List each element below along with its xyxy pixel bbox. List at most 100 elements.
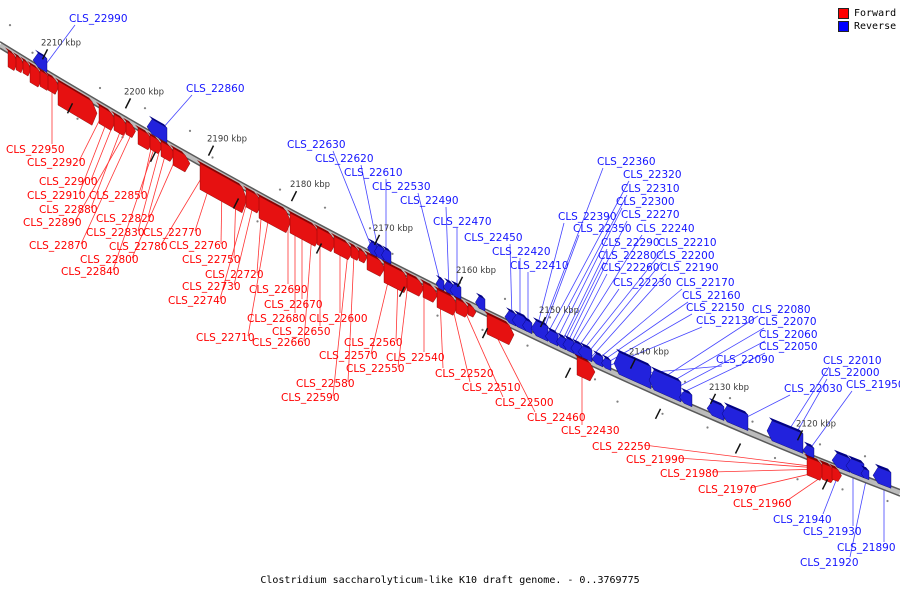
gene-label[interactable]: CLS_22410 <box>510 260 569 272</box>
gene-reverse[interactable] <box>475 295 486 312</box>
gene-label[interactable]: CLS_22840 <box>61 266 120 278</box>
gene-label[interactable]: CLS_22550 <box>346 363 405 375</box>
gene-reverse[interactable] <box>678 391 693 408</box>
gene-label[interactable]: CLS_22590 <box>281 392 340 404</box>
gene-label[interactable]: CLS_22910 <box>27 190 86 202</box>
gene-label[interactable]: CLS_22990 <box>69 13 128 25</box>
gene-label[interactable]: CLS_22200 <box>656 250 715 262</box>
gene-label[interactable]: CLS_22950 <box>6 144 65 156</box>
gene-label[interactable]: CLS_21980 <box>660 468 719 480</box>
gene-label[interactable]: CLS_22420 <box>492 246 551 258</box>
gene-forward[interactable] <box>149 134 164 154</box>
gene-forward[interactable] <box>199 163 248 214</box>
gene-label[interactable]: CLS_22820 <box>96 213 155 225</box>
gene-label[interactable]: CLS_22240 <box>636 223 695 235</box>
gene-label[interactable]: CLS_22720 <box>205 269 264 281</box>
gene-forward[interactable] <box>47 74 60 95</box>
gene-label[interactable]: CLS_22570 <box>319 350 378 362</box>
gene-label[interactable]: CLS_22800 <box>80 254 139 266</box>
gene-label[interactable]: CLS_22870 <box>29 240 88 252</box>
gene-label[interactable]: CLS_22520 <box>435 368 494 380</box>
gene-label[interactable]: CLS_21960 <box>733 498 792 510</box>
gene-label[interactable]: CLS_22320 <box>623 169 682 181</box>
gene-label[interactable]: CLS_22290 <box>601 237 660 249</box>
gene-forward[interactable] <box>333 236 354 261</box>
gene-reverse[interactable] <box>872 467 892 489</box>
gene-label[interactable]: CLS_21930 <box>803 526 862 538</box>
gene-forward[interactable] <box>383 262 410 293</box>
gene-label[interactable]: CLS_22770 <box>143 227 202 239</box>
gene-label[interactable]: CLS_22620 <box>315 153 374 165</box>
gene-label[interactable]: CLS_22430 <box>561 425 620 437</box>
gene-label[interactable]: CLS_22670 <box>264 299 323 311</box>
gene-label[interactable]: CLS_22460 <box>527 412 586 424</box>
gene-label[interactable]: CLS_22780 <box>109 241 168 253</box>
gene-forward[interactable] <box>576 356 596 382</box>
gene-forward[interactable] <box>467 304 477 318</box>
gene-label[interactable]: CLS_22000 <box>821 367 880 379</box>
gene-forward[interactable] <box>125 120 136 138</box>
gene-forward[interactable] <box>160 141 176 162</box>
gene-reverse[interactable] <box>381 248 392 265</box>
gene-forward[interactable] <box>366 253 386 277</box>
gene-label[interactable]: CLS_21970 <box>698 484 757 496</box>
gene-label[interactable]: CLS_22270 <box>621 209 680 221</box>
gene-label[interactable]: CLS_22470 <box>433 216 492 228</box>
gene-label[interactable]: CLS_22500 <box>495 397 554 409</box>
gene-forward[interactable] <box>831 466 842 482</box>
gene-reverse[interactable] <box>601 357 612 371</box>
gene-label[interactable]: CLS_22830 <box>86 227 145 239</box>
gene-label[interactable]: CLS_22300 <box>616 196 675 208</box>
gene-forward[interactable] <box>358 249 368 264</box>
gene-label[interactable]: CLS_22390 <box>558 211 617 223</box>
gene-label[interactable]: CLS_22250 <box>592 441 651 453</box>
gene-label[interactable]: CLS_22890 <box>23 217 82 229</box>
gene-forward[interactable] <box>316 227 337 253</box>
gene-reverse[interactable] <box>766 420 804 454</box>
gene-forward[interactable] <box>15 55 25 74</box>
gene-label[interactable]: CLS_22560 <box>344 337 403 349</box>
gene-label[interactable]: CLS_22530 <box>372 181 431 193</box>
gene-label[interactable]: CLS_22010 <box>823 355 882 367</box>
gene-label[interactable]: CLS_22170 <box>676 277 735 289</box>
gene-label[interactable]: CLS_22610 <box>344 167 403 179</box>
gene-label[interactable]: CLS_22360 <box>597 156 656 168</box>
gene-label[interactable]: CLS_22920 <box>27 157 86 169</box>
gene-forward[interactable] <box>98 105 117 131</box>
gene-label[interactable]: CLS_22280 <box>598 250 657 262</box>
gene-label[interactable]: CLS_22850 <box>89 190 148 202</box>
gene-label[interactable]: CLS_22630 <box>287 139 346 151</box>
gene-label[interactable]: CLS_22730 <box>182 281 241 293</box>
gene-label[interactable]: CLS_22190 <box>660 262 719 274</box>
gene-label[interactable]: CLS_22860 <box>186 83 245 95</box>
gene-label[interactable]: CLS_21890 <box>837 542 896 554</box>
gene-forward[interactable] <box>22 59 32 77</box>
gene-label[interactable]: CLS_22740 <box>168 295 227 307</box>
gene-label[interactable]: CLS_22580 <box>296 378 355 390</box>
gene-label[interactable]: CLS_22650 <box>272 326 331 338</box>
gene-reverse[interactable] <box>860 468 870 481</box>
gene-forward[interactable] <box>113 113 129 136</box>
gene-label[interactable]: CLS_22060 <box>759 329 818 341</box>
gene-label[interactable]: CLS_22450 <box>464 232 523 244</box>
gene-label[interactable]: CLS_22600 <box>309 313 368 325</box>
gene-label[interactable]: CLS_22080 <box>752 304 811 316</box>
gene-label[interactable]: CLS_22690 <box>249 284 308 296</box>
gene-label[interactable]: CLS_22540 <box>386 352 445 364</box>
gene-reverse[interactable] <box>577 345 593 363</box>
gene-label[interactable]: CLS_22230 <box>613 277 672 289</box>
gene-label[interactable]: CLS_22030 <box>784 383 843 395</box>
gene-reverse[interactable] <box>648 369 682 403</box>
gene-label[interactable]: CLS_22680 <box>247 313 306 325</box>
gene-reverse[interactable] <box>449 283 462 300</box>
gene-label[interactable]: CLS_22900 <box>39 176 98 188</box>
gene-forward[interactable] <box>57 80 98 126</box>
gene-label[interactable]: CLS_22660 <box>252 337 311 349</box>
gene-label[interactable]: CLS_21920 <box>800 557 859 569</box>
gene-label[interactable]: CLS_22070 <box>758 316 817 328</box>
gene-forward[interactable] <box>406 273 425 297</box>
gene-label[interactable]: CLS_22490 <box>400 195 459 207</box>
gene-label[interactable]: CLS_21990 <box>626 454 685 466</box>
gene-reverse[interactable] <box>802 444 815 459</box>
gene-label[interactable]: CLS_22750 <box>182 254 241 266</box>
